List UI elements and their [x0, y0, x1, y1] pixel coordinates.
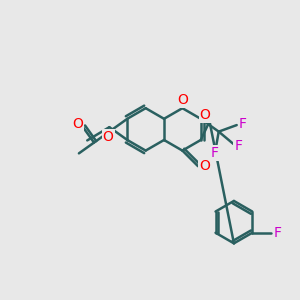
- Text: O: O: [177, 93, 188, 107]
- Text: F: F: [239, 117, 247, 131]
- Text: F: F: [274, 226, 282, 240]
- Text: O: O: [200, 108, 211, 122]
- Text: F: F: [234, 139, 242, 153]
- Text: O: O: [72, 117, 83, 131]
- Text: F: F: [210, 146, 218, 161]
- Text: O: O: [103, 130, 113, 144]
- Text: O: O: [199, 159, 210, 173]
